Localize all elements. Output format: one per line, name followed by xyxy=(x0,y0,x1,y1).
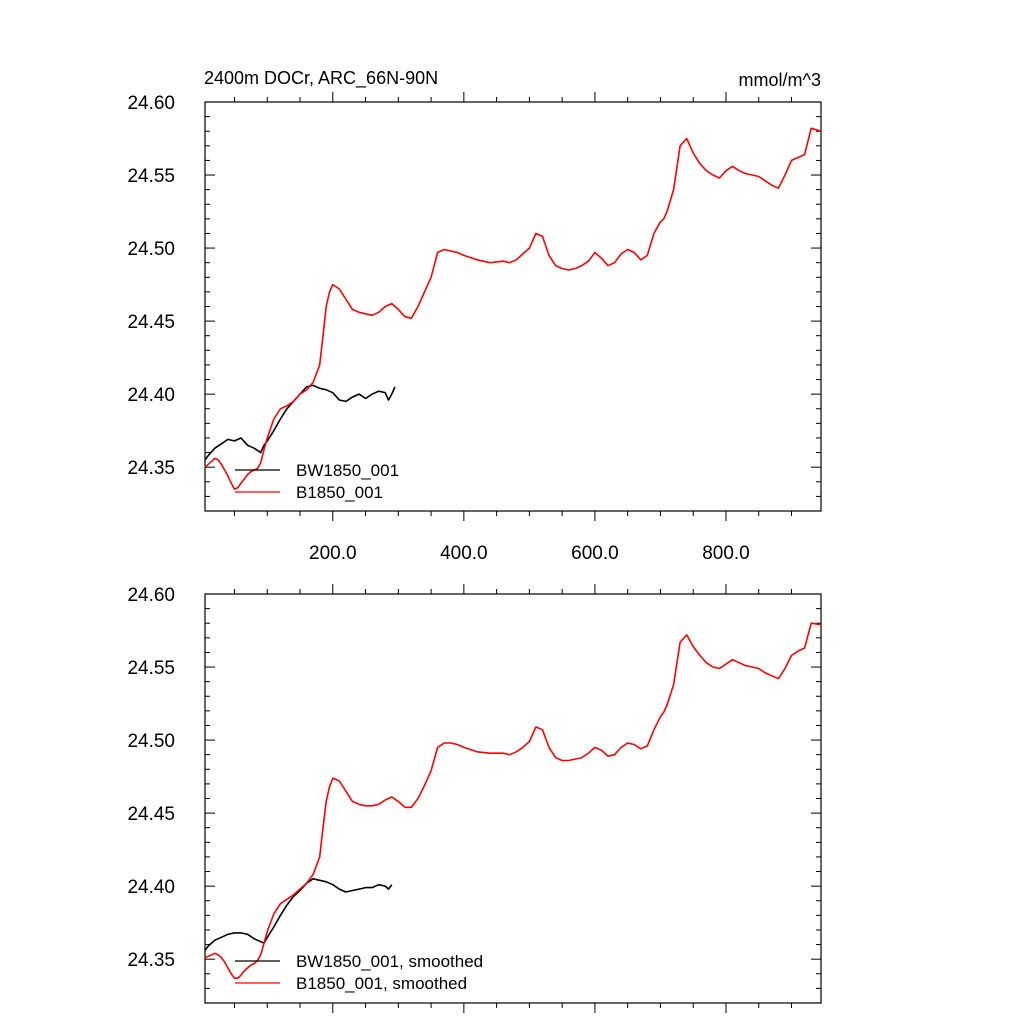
bottom-panel-frame xyxy=(204,593,822,1004)
series-line-b1850-001-smoothed xyxy=(204,622,822,980)
y-tick-label: 24.40 xyxy=(127,877,175,898)
legend-label-bw1850-smoothed: BW1850_001, smoothed xyxy=(296,952,483,971)
legend-label-b1850: B1850_001 xyxy=(296,483,383,502)
y-tick-label: 24.60 xyxy=(127,93,175,114)
y-tick-label: 24.45 xyxy=(127,804,175,825)
series-line-b1850-001 xyxy=(204,127,822,490)
y-tick-label: 24.50 xyxy=(127,239,175,260)
y-tick-label: 24.55 xyxy=(127,166,175,187)
series-line-bw1850-001 xyxy=(204,384,396,461)
x-tick-label: 200.0 xyxy=(309,543,357,564)
y-tick-label: 24.55 xyxy=(127,658,175,679)
bottom-panel-series xyxy=(204,622,822,980)
top-panel-series xyxy=(204,127,822,490)
x-tick-label: 800.0 xyxy=(702,543,750,564)
top-panel-frame xyxy=(204,101,822,512)
top-panel: 2400m DOCr, ARC_66N-90N mmol/m^3 24.3524… xyxy=(127,68,822,564)
top-panel-units: mmol/m^3 xyxy=(739,70,821,90)
y-tick-label: 24.45 xyxy=(127,312,175,333)
bottom-panel-ticks: 24.35 24.40 24.45 24.50 24.55 24.60 xyxy=(127,584,821,1013)
series-line-bw1850-001-smoothed xyxy=(204,877,393,951)
top-panel-ticks: 24.35 24.40 24.45 24.50 24.55 24.60 200.0 400.0… xyxy=(127,92,821,564)
y-tick-label: 24.40 xyxy=(127,385,175,406)
x-tick-label: 600.0 xyxy=(571,543,619,564)
legend-label-b1850-smoothed: B1850_001, smoothed xyxy=(296,974,467,993)
y-tick-label: 24.35 xyxy=(127,458,175,479)
x-tick-label: 400.0 xyxy=(440,543,488,564)
y-tick-label: 24.50 xyxy=(127,731,175,752)
y-tick-label: 24.35 xyxy=(127,950,175,971)
legend-label-bw1850: BW1850_001 xyxy=(296,461,399,480)
top-panel-legend: BW1850_001 B1850_001 xyxy=(235,461,399,502)
bottom-panel-legend: BW1850_001, smoothed B1850_001, smoothed xyxy=(235,952,483,993)
bottom-panel: 24.35 24.40 24.45 24.50 24.55 24.60 BW1850_00… xyxy=(127,584,822,1013)
y-tick-label: 24.60 xyxy=(127,585,175,606)
top-panel-title: 2400m DOCr, ARC_66N-90N xyxy=(204,68,438,89)
